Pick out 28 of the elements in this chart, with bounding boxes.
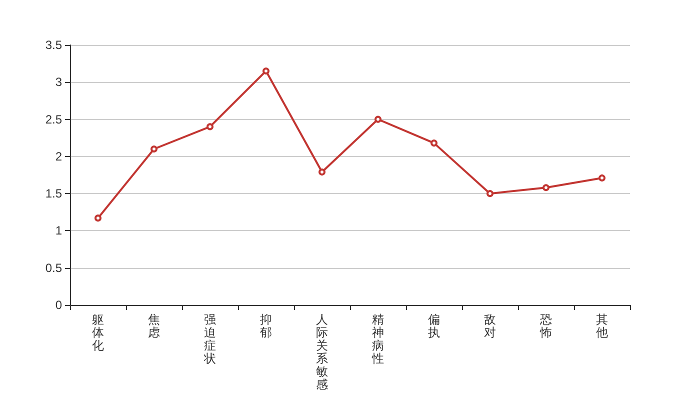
y-tick-label: 1 [55,224,62,238]
x-tick-label: 其他 [596,312,608,340]
y-tick-label: 2.5 [45,112,62,126]
y-tick-label: 3 [55,75,62,90]
y-tick-label: 0.5 [45,260,62,275]
x-tick-label: 精神病性 [371,312,384,366]
y-tick-label: 1.5 [45,186,62,201]
point [542,184,550,192]
x-tick-label: 抑郁 [260,312,272,340]
point [430,140,438,147]
x-tick-label: 敌对 [484,312,496,340]
point [150,146,158,152]
x-tick-label: 偏执 [428,312,440,340]
x-tick-label: 强迫症状 [203,312,216,366]
point [486,190,494,198]
point [262,68,270,74]
point [374,116,382,123]
x-tick-label: 人际关系敏感 [316,312,328,392]
point [318,168,326,176]
y-tick-label: 0 [55,298,62,312]
point [94,214,102,222]
y-tick-label: 2 [55,149,62,164]
y-tick-label: 3.5 [45,38,62,52]
x-tick-label: 恐怖 [539,312,552,340]
point [206,123,214,130]
x-tick-label: 躯体化 [92,312,104,352]
x-tick-label: 焦虑 [148,312,160,340]
point [598,174,606,182]
